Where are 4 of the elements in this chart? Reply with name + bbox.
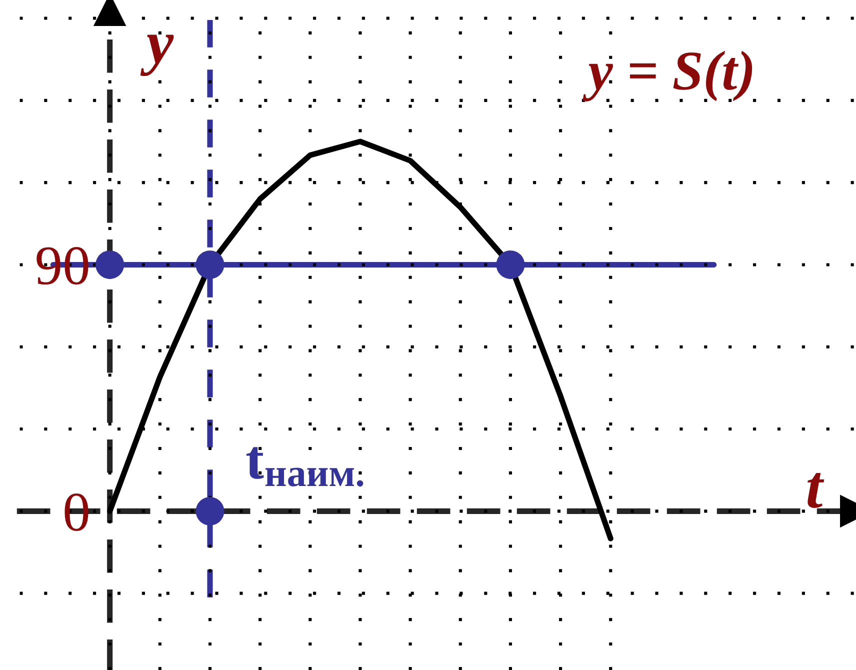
y-axis-title: y <box>140 34 174 76</box>
annotation: y = S(t) <box>582 50 752 102</box>
annotation: t$_{наим.}$ <box>246 447 364 487</box>
x-axis-title: t <box>808 472 824 508</box>
